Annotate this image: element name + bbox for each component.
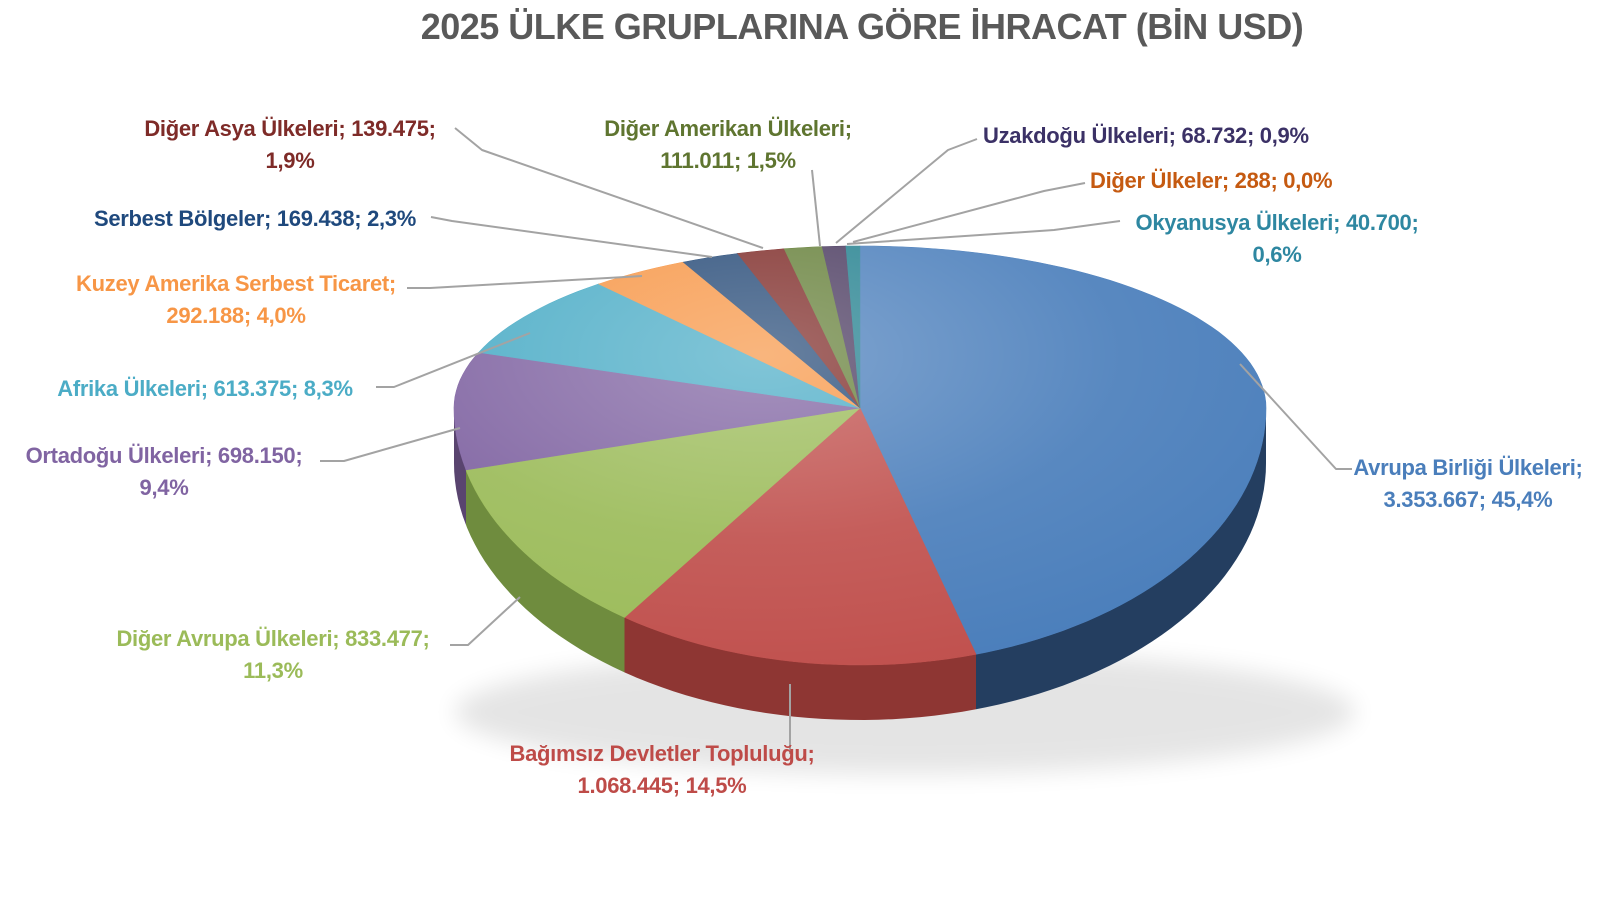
pie-slice-wall-ortadogu [454,408,466,525]
slice-label-line: Kuzey Amerika Serbest Ticaret; [76,271,396,296]
slice-label-diger-amerikan: Diğer Amerikan Ülkeleri; 111.011; 1,5% [604,113,852,177]
slice-label-line: Bağımsız Devletler Topluluğu; [509,741,815,766]
slice-label-uzakdogu: Uzakdoğu Ülkeleri; 68.732; 0,9% [983,120,1309,152]
slice-label-line: 111.011; 1,5% [660,148,796,173]
slice-label-avrupa-birligi: Avrupa Birliği Ülkeleri; 3.353.667; 45,4% [1353,452,1582,516]
slice-label-line: 11,3% [243,658,303,683]
slice-label-line: Okyanusya Ülkeleri; 40.700; [1135,210,1419,235]
slice-label-line: Avrupa Birliği Ülkeleri; [1353,455,1583,480]
slice-label-line: 1,9% [265,148,315,173]
leader-line-okyanusya [846,220,1121,245]
pie-sheen-overlay [454,246,1266,665]
pie-slice-wall-bagimsiz-devletler [624,617,976,720]
slice-label-line: Afrika Ülkeleri; 613.375; 8,3% [57,376,353,401]
slice-label-line: Diğer Asya Ülkeleri; 139.475; [144,116,436,141]
slice-label-afrika: Afrika Ülkeleri; 613.375; 8,3% [57,373,353,405]
slice-label-diger-ulkeler: Diğer Ülkeler; 288; 0,0% [1090,165,1333,197]
slice-label-serbest-bolgeler: Serbest Bölgeler; 169.438; 2,3% [94,203,416,235]
leader-line-kuzey-amerika [407,275,643,289]
pie-side-walls [454,408,1266,720]
leader-line-diger-avrupa [450,596,521,646]
slice-label-line: 0,6% [1252,242,1302,267]
slice-label-diger-asya: Diğer Asya Ülkeleri; 139.475; 1,9% [144,113,436,177]
leader-line-diger-asya [454,127,764,249]
slice-label-bagimsiz-devletler: Bağımsız Devletler Topluluğu; 1.068.445; … [509,738,814,802]
leader-line-diger-ulkeler [852,182,1086,243]
slice-label-line: Diğer Ülkeler; 288; 0,0% [1090,168,1333,193]
leader-line-uzakdogu [835,138,978,244]
slice-label-diger-avrupa: Diğer Avrupa Ülkeleri; 833.477; 11,3% [116,623,429,687]
pie-gloss [454,246,1266,665]
pie-slice-wall-diger-avrupa [466,469,625,673]
slice-label-line: Serbest Bölgeler; 169.438; 2,3% [93,206,417,231]
leader-line-ortadogu [320,427,461,462]
slice-label-okyanusya: Okyanusya Ülkeleri; 40.700; 0,6% [1136,207,1419,271]
slice-label-line: Uzakdoğu Ülkeleri; 68.732; 0,9% [983,123,1309,148]
leader-line-diger-amerikan [811,169,821,247]
slice-label-line: Diğer Avrupa Ülkeleri; 833.477; [116,626,430,651]
slice-label-line: 9,4% [139,475,189,500]
slice-label-ortadogu: Ortadoğu Ülkeleri; 698.150; 9,4% [26,440,303,504]
chart-title: 2025 ÜLKE GRUPLARINA GÖRE İHRACAT (BİN U… [420,6,1304,47]
leader-line-serbest-bolgeler [430,216,713,258]
slice-label-line: 292.188; 4,0% [166,303,306,328]
pie-slice-wall-avrupa-birligi [976,408,1266,710]
leader-line-afrika [376,332,531,388]
slice-label-line: 1.068.445; 14,5% [577,773,747,798]
slice-label-line: 3.353.667; 45,4% [1383,487,1553,512]
slice-label-line: Ortadoğu Ülkeleri; 698.150; [25,443,303,468]
slice-label-kuzey-amerika: Kuzey Amerika Serbest Ticaret; 292.188; 4… [76,268,396,332]
slice-label-line: Diğer Amerikan Ülkeleri; [604,116,852,141]
leader-line-avrupa-birligi [1239,363,1352,470]
leader-lines [320,127,1352,754]
